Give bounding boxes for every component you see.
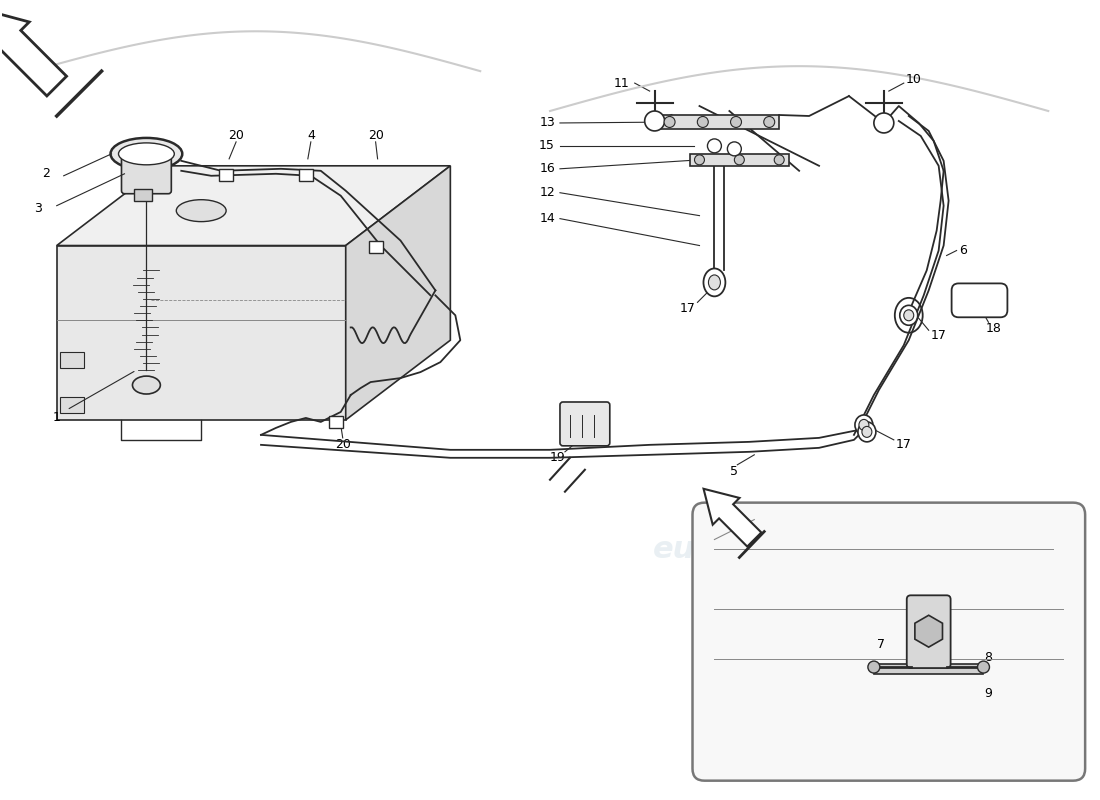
Bar <box>59 352 84 368</box>
Bar <box>219 169 233 181</box>
Circle shape <box>664 117 675 127</box>
Text: 15: 15 <box>539 139 556 152</box>
Text: 20: 20 <box>228 130 244 142</box>
Text: 8: 8 <box>984 650 992 664</box>
Text: 14: 14 <box>539 212 556 225</box>
Ellipse shape <box>904 310 914 321</box>
Ellipse shape <box>119 143 174 165</box>
Text: 7: 7 <box>877 638 884 650</box>
Circle shape <box>868 661 880 673</box>
Text: 16: 16 <box>539 162 556 175</box>
Text: 11: 11 <box>614 77 629 90</box>
Bar <box>329 416 343 428</box>
Polygon shape <box>57 246 345 420</box>
Circle shape <box>873 113 894 133</box>
Circle shape <box>727 142 741 156</box>
Text: eurospares: eurospares <box>653 535 846 564</box>
Text: 3: 3 <box>34 202 42 215</box>
Polygon shape <box>345 166 450 420</box>
Polygon shape <box>915 615 943 647</box>
Bar <box>368 241 383 253</box>
Text: 13: 13 <box>539 117 556 130</box>
FancyBboxPatch shape <box>693 502 1085 781</box>
Text: 2: 2 <box>42 167 50 180</box>
Circle shape <box>763 117 774 127</box>
Bar <box>660 115 779 129</box>
Ellipse shape <box>900 306 917 326</box>
Text: 19: 19 <box>550 451 565 464</box>
FancyBboxPatch shape <box>952 283 1008 318</box>
Polygon shape <box>704 489 761 546</box>
Circle shape <box>707 139 722 153</box>
Text: 20: 20 <box>367 130 384 142</box>
Circle shape <box>978 661 990 673</box>
Ellipse shape <box>132 376 161 394</box>
FancyBboxPatch shape <box>560 402 609 446</box>
Text: 17: 17 <box>680 302 695 315</box>
Text: 12: 12 <box>539 186 556 199</box>
Text: 17: 17 <box>931 329 947 342</box>
Text: 18: 18 <box>986 322 1001 334</box>
Ellipse shape <box>859 419 869 430</box>
FancyBboxPatch shape <box>121 153 172 194</box>
Text: 9: 9 <box>984 687 992 701</box>
Bar <box>134 189 153 201</box>
Polygon shape <box>0 9 67 96</box>
Ellipse shape <box>704 269 725 296</box>
Text: 10: 10 <box>905 73 922 86</box>
Polygon shape <box>57 166 450 246</box>
Ellipse shape <box>110 138 183 170</box>
Text: 1: 1 <box>53 411 60 425</box>
Ellipse shape <box>708 275 720 290</box>
Circle shape <box>735 155 745 165</box>
Circle shape <box>694 155 704 165</box>
Circle shape <box>730 117 741 127</box>
Circle shape <box>774 155 784 165</box>
Text: eurospares: eurospares <box>175 316 367 345</box>
Ellipse shape <box>858 422 876 442</box>
Text: 4: 4 <box>307 130 315 142</box>
Ellipse shape <box>862 426 872 438</box>
FancyBboxPatch shape <box>906 595 950 668</box>
Bar <box>690 154 789 166</box>
Ellipse shape <box>855 415 873 435</box>
Text: 17: 17 <box>895 438 912 451</box>
Circle shape <box>645 111 664 131</box>
Text: 20: 20 <box>334 438 351 451</box>
Ellipse shape <box>176 200 227 222</box>
Bar <box>299 169 312 181</box>
Circle shape <box>697 117 708 127</box>
Bar <box>873 664 983 674</box>
Bar <box>59 397 84 413</box>
Text: 6: 6 <box>959 244 968 257</box>
Text: 5: 5 <box>730 466 738 478</box>
